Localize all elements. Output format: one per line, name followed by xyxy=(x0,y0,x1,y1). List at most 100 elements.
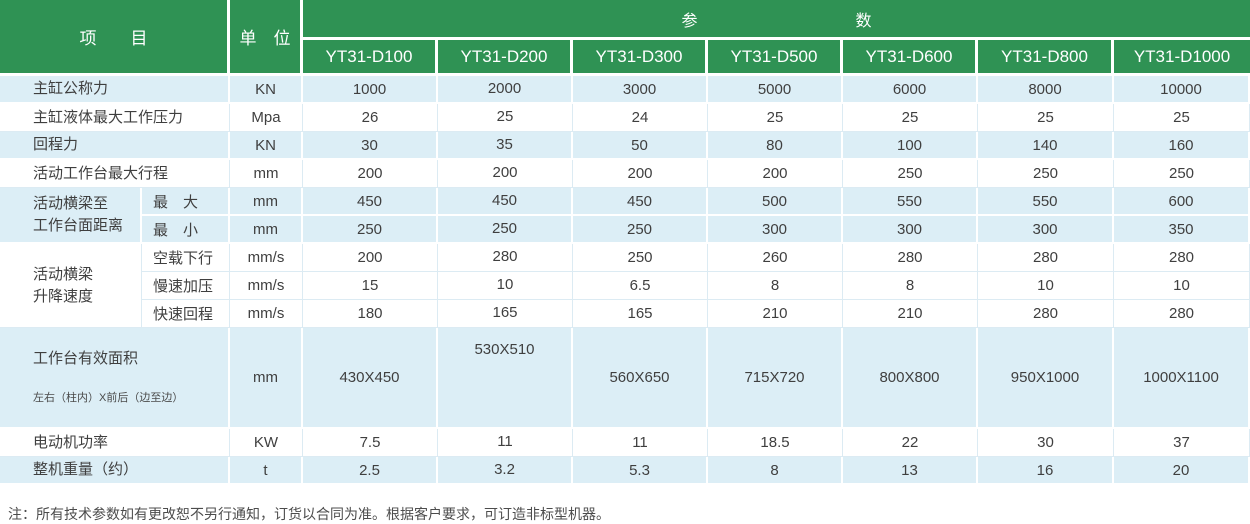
model-header-yt31-d200: YT31-D200 xyxy=(438,40,573,76)
value-cell: 450 xyxy=(303,188,438,216)
row-label-main: 工作台有效面积 xyxy=(33,349,139,367)
value-cell: 8000 xyxy=(978,76,1114,104)
value-cell: 560X650 xyxy=(573,328,708,430)
table-row: 活动横梁 升降速度 空载下行 mm/s 200 280 250 260 280 … xyxy=(0,244,1250,328)
value-cell: 35 xyxy=(438,132,573,160)
params-group-header-label: 参数 xyxy=(681,12,1030,30)
value-cell: 500 xyxy=(708,188,843,216)
model-header-yt31-d600: YT31-D600 xyxy=(843,40,978,76)
value-cell: 250 xyxy=(573,216,708,244)
value-cell: 11 xyxy=(573,429,708,458)
row-sub-label: 最 小 xyxy=(142,216,230,244)
value-cell: 50 xyxy=(573,132,708,160)
value-cell: 15 xyxy=(303,272,438,300)
value-cell: 11 xyxy=(438,429,573,458)
value-cell: 8 xyxy=(708,457,843,486)
value-cell: 250 xyxy=(978,160,1114,188)
value-cell: 280 xyxy=(438,244,573,272)
unit-column-header: 单 位 xyxy=(230,0,303,76)
value-cell: 280 xyxy=(1114,300,1250,328)
value-cell: 16 xyxy=(978,457,1114,486)
table-row: 主缸公称力 KN 1000 2000 3000 5000 6000 8000 1… xyxy=(0,76,1250,104)
model-header-yt31-d1000: YT31-D1000 xyxy=(1114,40,1250,76)
unit-cell: mm xyxy=(230,328,303,430)
table-row: 活动工作台最大行程 mm 200 200 200 200 250 250 250 xyxy=(0,160,1250,188)
value-cell: 2000 xyxy=(438,76,573,104)
value-cell: 10 xyxy=(438,272,573,300)
table-row: 最 小 mm 250 250 250 300 300 300 350 xyxy=(0,216,1250,244)
unit-cell: mm xyxy=(230,160,303,188)
value-cell: 250 xyxy=(1114,160,1250,188)
value-cell: 250 xyxy=(843,160,978,188)
unit-cell: mm/s xyxy=(230,244,303,272)
table-row: 回程力 KN 30 35 50 80 100 140 160 xyxy=(0,132,1250,160)
value-cell: 250 xyxy=(573,244,708,272)
value-cell: 25 xyxy=(978,104,1114,132)
unit-cell: mm xyxy=(230,188,303,216)
value-cell: 210 xyxy=(843,300,978,328)
value-cell: 10000 xyxy=(1114,76,1250,104)
value-cell: 22 xyxy=(843,429,978,458)
value-cell: 25 xyxy=(1114,104,1250,132)
value-cell: 5.3 xyxy=(573,457,708,486)
value-cell: 10 xyxy=(1114,272,1250,300)
value-cell: 24 xyxy=(573,104,708,132)
model-header-yt31-d800: YT31-D800 xyxy=(978,40,1114,76)
value-cell: 550 xyxy=(978,188,1114,216)
row-label: 活动工作台最大行程 xyxy=(0,160,230,188)
value-cell: 200 xyxy=(438,160,573,188)
value-cell: 100 xyxy=(843,132,978,160)
value-cell: 180 xyxy=(303,300,438,328)
table-row: 主缸液体最大工作压力 Mpa 26 25 24 25 25 25 25 xyxy=(0,104,1250,132)
row-label: 主缸液体最大工作压力 xyxy=(0,104,230,132)
table-row: 快速回程 mm/s 180 165 165 210 210 280 280 xyxy=(0,300,1250,328)
value-cell: 210 xyxy=(708,300,843,328)
value-cell: 8 xyxy=(708,272,843,300)
unit-cell: mm/s xyxy=(230,272,303,300)
table-row: 活动横梁至 工作台面距离 最 大 mm 450 450 450 500 550 … xyxy=(0,188,1250,244)
table-row: 工作台有效面积 左右（柱内）X前后（边至边） mm 430X450 530X51… xyxy=(0,328,1250,430)
row-label: 电动机功率 xyxy=(0,429,230,458)
value-cell: 600 xyxy=(1114,188,1250,216)
value-cell: 280 xyxy=(978,300,1114,328)
unit-cell: KN xyxy=(230,132,303,160)
unit-cell: KN xyxy=(230,76,303,104)
value-cell: 450 xyxy=(438,188,573,216)
row-sub-label: 空载下行 xyxy=(142,244,230,272)
value-cell: 5000 xyxy=(708,76,843,104)
unit-cell: mm/s xyxy=(230,300,303,328)
value-cell: 25 xyxy=(438,104,573,132)
value-cell: 715X720 xyxy=(708,328,843,430)
value-cell: 18.5 xyxy=(708,429,843,458)
item-column-header: 项 目 xyxy=(0,0,230,76)
value-cell: 140 xyxy=(978,132,1114,160)
spec-table: 项 目 单 位 参数 YT31-D100 YT31-D200 YT31-D300… xyxy=(0,0,1250,486)
value-cell: 165 xyxy=(573,300,708,328)
value-cell: 7.5 xyxy=(303,429,438,458)
row-label: 整机重量（约） xyxy=(0,457,230,486)
value-cell: 165 xyxy=(438,300,573,328)
row-label: 工作台有效面积 左右（柱内）X前后（边至边） xyxy=(0,328,230,430)
value-cell: 2.5 xyxy=(303,457,438,486)
value-cell: 300 xyxy=(978,216,1114,244)
value-cell: 6.5 xyxy=(573,272,708,300)
table-row: 电动机功率 KW 7.5 11 11 18.5 22 30 37 xyxy=(0,429,1250,458)
value-cell: 160 xyxy=(1114,132,1250,160)
value-cell: 26 xyxy=(303,104,438,132)
value-cell: 200 xyxy=(708,160,843,188)
value-cell: 200 xyxy=(303,160,438,188)
value-cell: 80 xyxy=(708,132,843,160)
value-cell: 1000X1100 xyxy=(1114,328,1250,430)
table-row: 整机重量（约） t 2.5 3.2 5.3 8 13 16 20 xyxy=(0,457,1250,486)
value-cell: 25 xyxy=(843,104,978,132)
unit-cell: mm xyxy=(230,216,303,244)
value-cell: 10 xyxy=(978,272,1114,300)
value-cell: 430X450 xyxy=(303,328,438,430)
value-cell: 530X510 xyxy=(438,328,573,430)
row-label: 主缸公称力 xyxy=(0,76,230,104)
value-cell: 200 xyxy=(303,244,438,272)
value-cell: 200 xyxy=(573,160,708,188)
row-label: 回程力 xyxy=(0,132,230,160)
value-cell: 800X800 xyxy=(843,328,978,430)
value-cell: 300 xyxy=(708,216,843,244)
